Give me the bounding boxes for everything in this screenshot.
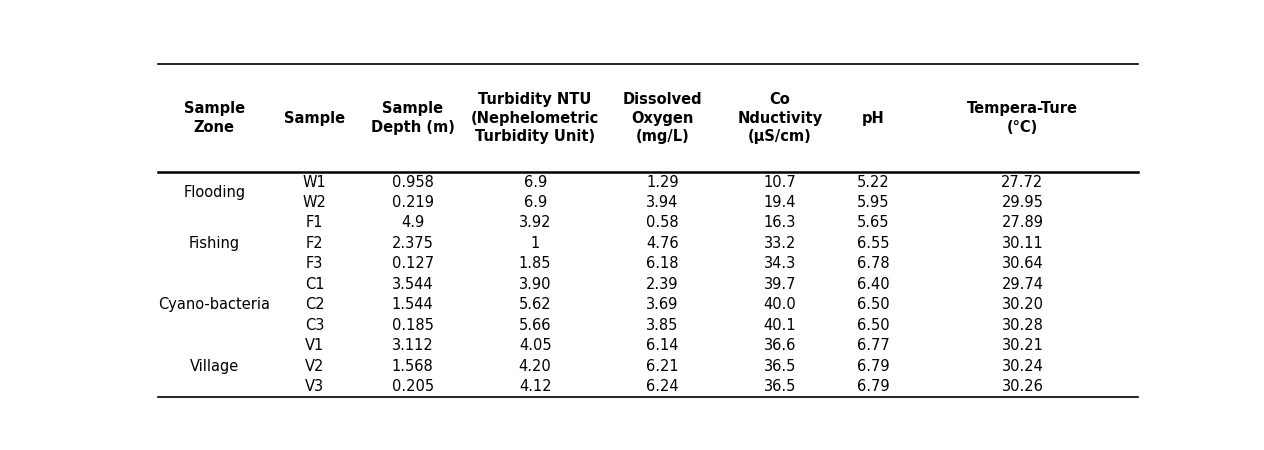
- Text: Sample
Zone: Sample Zone: [183, 101, 245, 135]
- Text: 39.7: 39.7: [763, 277, 796, 292]
- Text: 27.89: 27.89: [1001, 216, 1044, 230]
- Text: 29.74: 29.74: [1001, 277, 1044, 292]
- Text: 30.20: 30.20: [1001, 297, 1044, 312]
- Text: 3.94: 3.94: [646, 195, 679, 210]
- Text: 6.14: 6.14: [646, 338, 679, 353]
- Text: 5.95: 5.95: [857, 195, 890, 210]
- Text: Co
Nductivity
(μS/cm): Co Nductivity (μS/cm): [737, 92, 823, 144]
- Text: 19.4: 19.4: [763, 195, 796, 210]
- Text: F1: F1: [306, 216, 324, 230]
- Text: C1: C1: [305, 277, 325, 292]
- Text: Dissolved
Oxygen
(mg/L): Dissolved Oxygen (mg/L): [623, 92, 703, 144]
- Text: 6.9: 6.9: [523, 195, 547, 210]
- Text: 40.0: 40.0: [763, 297, 796, 312]
- Text: 27.72: 27.72: [1001, 175, 1044, 189]
- Text: 4.9: 4.9: [401, 216, 425, 230]
- Text: 1: 1: [531, 236, 540, 251]
- Text: 0.185: 0.185: [392, 318, 434, 333]
- Text: 30.28: 30.28: [1001, 318, 1044, 333]
- Text: C3: C3: [305, 318, 325, 333]
- Text: 34.3: 34.3: [763, 256, 796, 271]
- Text: 3.112: 3.112: [392, 338, 434, 353]
- Text: V1: V1: [305, 338, 325, 353]
- Text: 5.65: 5.65: [857, 216, 890, 230]
- Text: 6.77: 6.77: [857, 338, 890, 353]
- Text: 3.69: 3.69: [646, 297, 679, 312]
- Text: 6.18: 6.18: [646, 256, 679, 271]
- Text: 0.958: 0.958: [392, 175, 434, 189]
- Text: 40.1: 40.1: [763, 318, 796, 333]
- Text: F2: F2: [306, 236, 324, 251]
- Text: Sample
Depth (m): Sample Depth (m): [370, 101, 455, 135]
- Text: 3.85: 3.85: [646, 318, 679, 333]
- Text: 6.40: 6.40: [857, 277, 890, 292]
- Text: 0.219: 0.219: [392, 195, 434, 210]
- Text: 0.58: 0.58: [646, 216, 679, 230]
- Text: 36.5: 36.5: [763, 359, 796, 374]
- Text: 6.55: 6.55: [857, 236, 890, 251]
- Text: 3.90: 3.90: [520, 277, 551, 292]
- Text: V2: V2: [305, 359, 325, 374]
- Text: 5.66: 5.66: [520, 318, 551, 333]
- Text: 0.127: 0.127: [392, 256, 434, 271]
- Text: 6.79: 6.79: [857, 379, 890, 394]
- Text: 4.20: 4.20: [518, 359, 551, 374]
- Text: 6.79: 6.79: [857, 359, 890, 374]
- Text: 5.22: 5.22: [857, 175, 890, 189]
- Text: Cyano-bacteria: Cyano-bacteria: [158, 297, 270, 312]
- Text: V3: V3: [305, 379, 325, 394]
- Text: 6.9: 6.9: [523, 175, 547, 189]
- Text: 5.62: 5.62: [518, 297, 551, 312]
- Text: 30.21: 30.21: [1001, 338, 1044, 353]
- Text: Sample: Sample: [284, 111, 345, 126]
- Text: W2: W2: [303, 195, 326, 210]
- Text: 10.7: 10.7: [763, 175, 796, 189]
- Text: C2: C2: [305, 297, 325, 312]
- Text: 6.50: 6.50: [857, 318, 890, 333]
- Text: W1: W1: [303, 175, 326, 189]
- Text: 4.76: 4.76: [646, 236, 679, 251]
- Text: 2.375: 2.375: [392, 236, 434, 251]
- Text: 30.64: 30.64: [1001, 256, 1043, 271]
- Text: F3: F3: [306, 256, 324, 271]
- Text: 3.92: 3.92: [520, 216, 551, 230]
- Text: 1.568: 1.568: [392, 359, 434, 374]
- Text: 1.29: 1.29: [646, 175, 679, 189]
- Text: Turbidity NTU
(Nephelometric
Turbidity Unit): Turbidity NTU (Nephelometric Turbidity U…: [471, 92, 599, 144]
- Text: 30.11: 30.11: [1001, 236, 1043, 251]
- Text: 6.21: 6.21: [646, 359, 679, 374]
- Text: Tempera-Ture
(°C): Tempera-Ture (°C): [967, 101, 1078, 135]
- Text: pH: pH: [862, 111, 885, 126]
- Text: 4.05: 4.05: [518, 338, 551, 353]
- Text: 1.85: 1.85: [520, 256, 551, 271]
- Text: 29.95: 29.95: [1001, 195, 1044, 210]
- Text: 30.24: 30.24: [1001, 359, 1044, 374]
- Text: 16.3: 16.3: [763, 216, 796, 230]
- Text: 1.544: 1.544: [392, 297, 434, 312]
- Text: 36.6: 36.6: [763, 338, 796, 353]
- Text: 4.12: 4.12: [518, 379, 551, 394]
- Text: 2.39: 2.39: [646, 277, 679, 292]
- Text: 33.2: 33.2: [763, 236, 796, 251]
- Text: Flooding: Flooding: [183, 185, 245, 200]
- Text: 30.26: 30.26: [1001, 379, 1044, 394]
- Text: 3.544: 3.544: [392, 277, 434, 292]
- Text: 6.78: 6.78: [857, 256, 890, 271]
- Text: 36.5: 36.5: [763, 379, 796, 394]
- Text: 6.24: 6.24: [646, 379, 679, 394]
- Text: 0.205: 0.205: [392, 379, 434, 394]
- Text: Village: Village: [190, 359, 239, 374]
- Text: 6.50: 6.50: [857, 297, 890, 312]
- Text: Fishing: Fishing: [188, 236, 240, 251]
